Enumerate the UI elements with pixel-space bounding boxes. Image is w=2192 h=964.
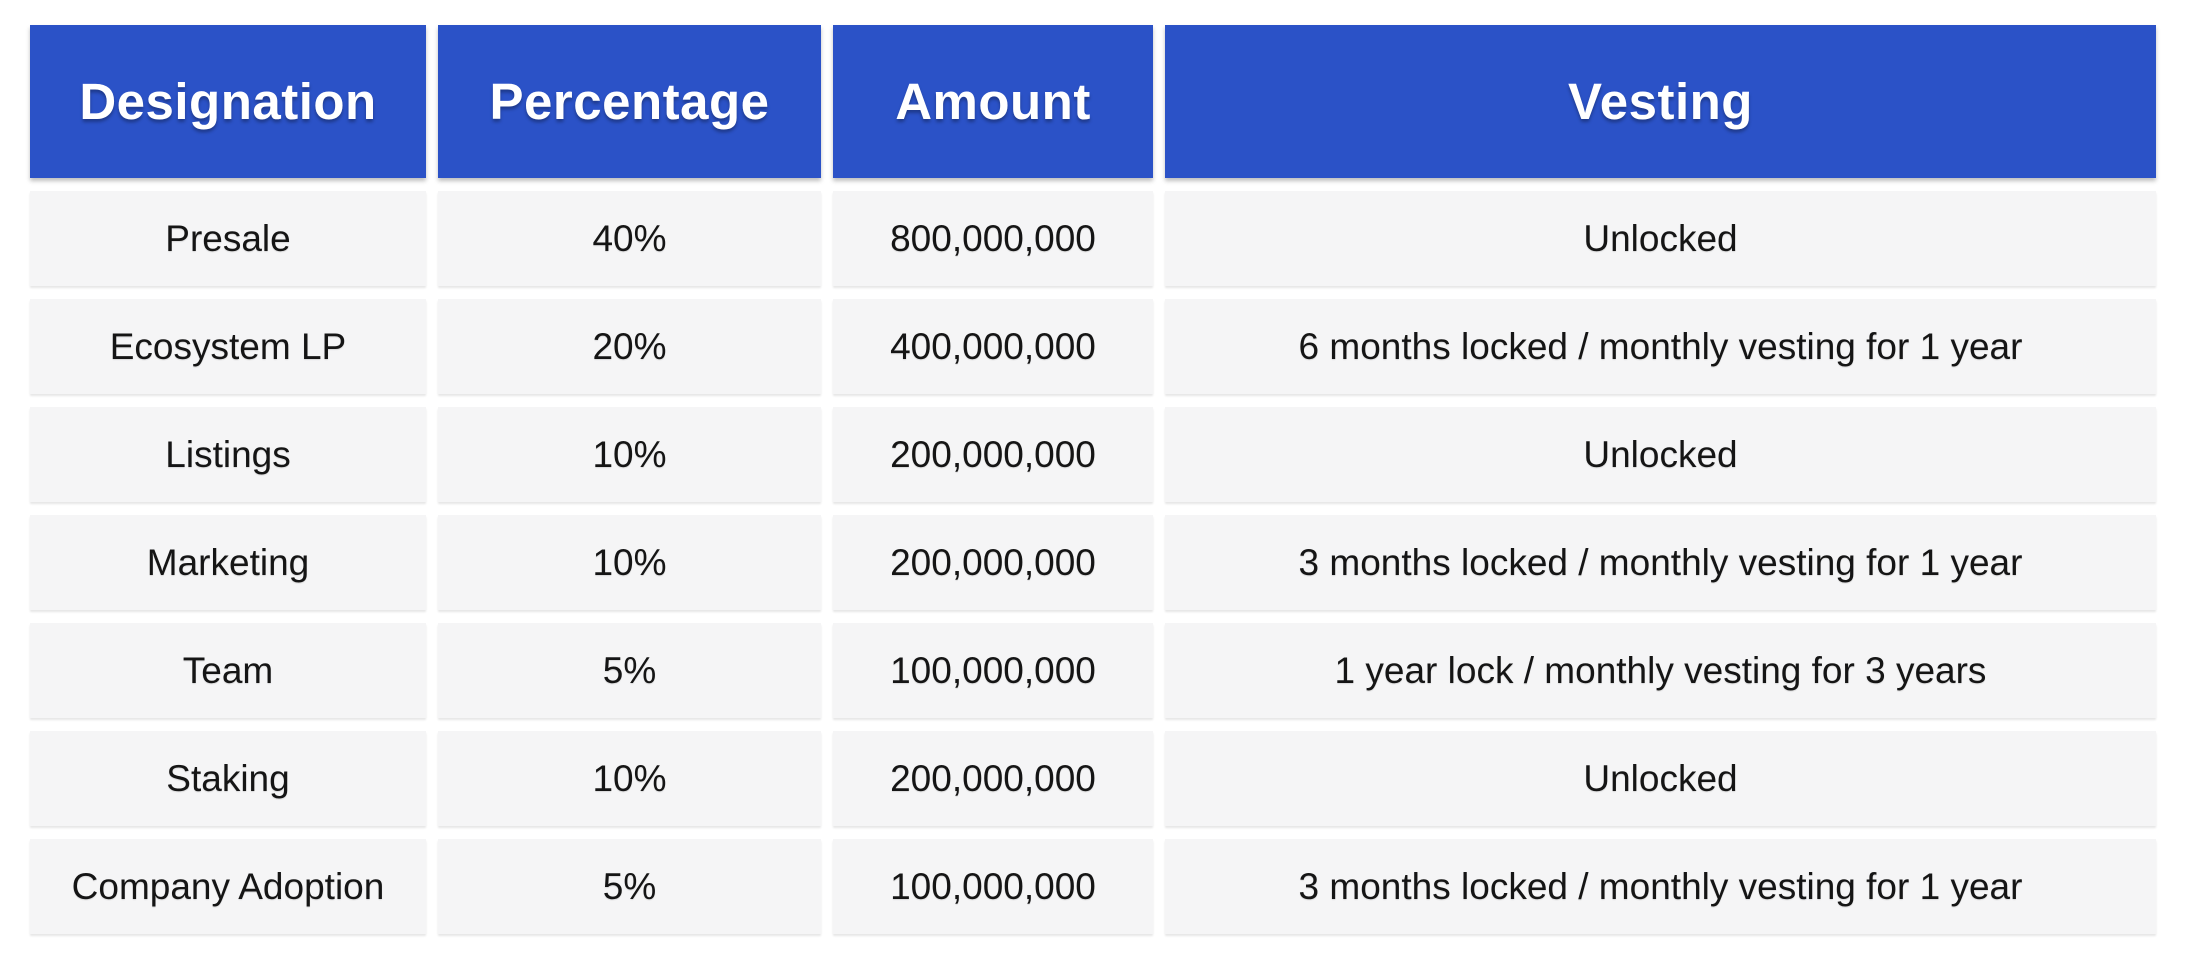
cell-vesting: 6 months locked / monthly vesting for 1 … (1165, 299, 2156, 394)
cell-vesting: 1 year lock / monthly vesting for 3 year… (1165, 623, 2156, 718)
column-header-amount: Amount (833, 25, 1153, 178)
cell-designation: Listings (30, 407, 426, 502)
cell-amount: 200,000,000 (833, 731, 1153, 826)
cell-amount: 200,000,000 (833, 515, 1153, 610)
cell-amount: 200,000,000 (833, 407, 1153, 502)
cell-vesting: 3 months locked / monthly vesting for 1 … (1165, 839, 2156, 934)
cell-vesting: Unlocked (1165, 731, 2156, 826)
cell-percentage: 20% (438, 299, 821, 394)
cell-percentage: 10% (438, 407, 821, 502)
cell-vesting: Unlocked (1165, 191, 2156, 286)
cell-designation: Team (30, 623, 426, 718)
cell-designation: Ecosystem LP (30, 299, 426, 394)
cell-designation: Staking (30, 731, 426, 826)
cell-designation: Company Adoption (30, 839, 426, 934)
cell-vesting: Unlocked (1165, 407, 2156, 502)
cell-percentage: 40% (438, 191, 821, 286)
cell-designation: Marketing (30, 515, 426, 610)
cell-amount: 400,000,000 (833, 299, 1153, 394)
cell-amount: 100,000,000 (833, 623, 1153, 718)
cell-percentage: 10% (438, 515, 821, 610)
cell-amount: 800,000,000 (833, 191, 1153, 286)
cell-vesting: 3 months locked / monthly vesting for 1 … (1165, 515, 2156, 610)
column-header-designation: Designation (30, 25, 426, 178)
cell-percentage: 5% (438, 623, 821, 718)
column-header-percentage: Percentage (438, 25, 821, 178)
tokenomics-table: Designation Percentage Amount Vesting Pr… (30, 25, 2156, 934)
cell-percentage: 5% (438, 839, 821, 934)
cell-designation: Presale (30, 191, 426, 286)
cell-amount: 100,000,000 (833, 839, 1153, 934)
column-header-vesting: Vesting (1165, 25, 2156, 178)
cell-percentage: 10% (438, 731, 821, 826)
